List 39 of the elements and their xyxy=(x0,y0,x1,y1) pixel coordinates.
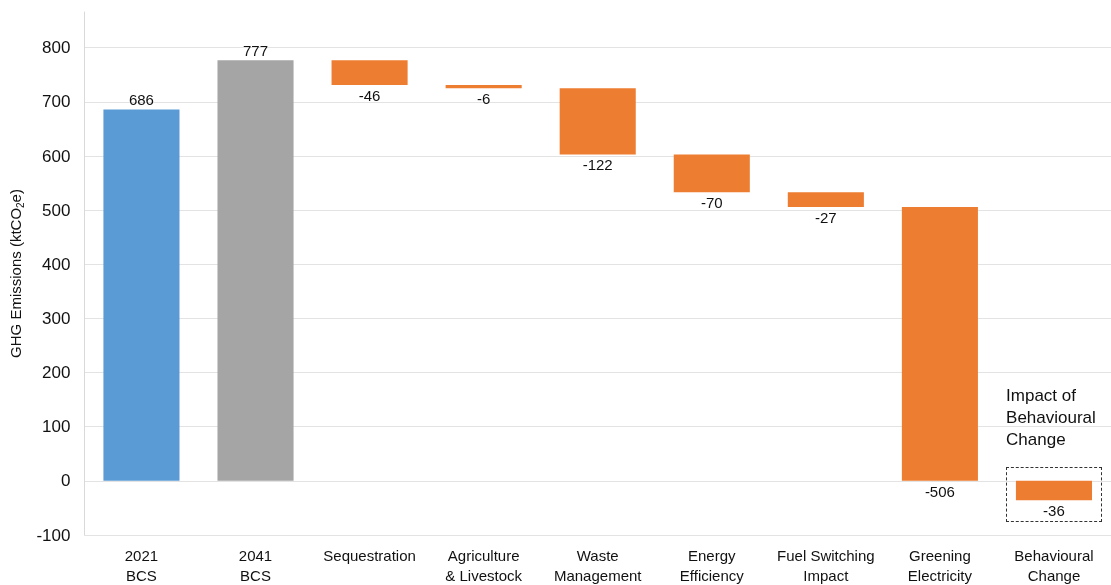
bar xyxy=(445,85,522,89)
y-tick-label: 700 xyxy=(42,92,71,112)
y-tick-label: 200 xyxy=(42,363,71,383)
data-label: -27 xyxy=(815,208,837,226)
x-tick-label: Energy Efficiency xyxy=(679,546,745,584)
x-tick-label: Behavioural Change xyxy=(1014,546,1094,584)
y-tick-label: 100 xyxy=(42,417,71,437)
bar xyxy=(103,109,180,481)
bar xyxy=(901,206,978,481)
data-label: -70 xyxy=(700,194,723,212)
y-tick-label: 800 xyxy=(42,38,71,58)
data-label: -6 xyxy=(476,90,491,108)
y-tick-label: 600 xyxy=(42,146,71,166)
bar xyxy=(331,60,408,86)
y-tick-label: 500 xyxy=(42,200,71,220)
y-tick-label: 300 xyxy=(42,308,71,328)
x-tick-label: Fuel Switching Impact xyxy=(777,546,875,584)
bar xyxy=(217,60,294,481)
x-tick-label: Greening Electricity xyxy=(907,546,973,584)
bar xyxy=(1015,480,1093,501)
y-tick-label: -100 xyxy=(36,525,71,545)
bar xyxy=(559,88,636,155)
y-tick-label: 0 xyxy=(60,471,71,491)
data-label: 777 xyxy=(243,42,269,60)
annotation: Impact of Behavioural Change xyxy=(1006,386,1096,450)
data-label: 686 xyxy=(128,91,154,109)
x-tick-label: Sequestration xyxy=(323,546,416,564)
bar xyxy=(673,154,750,193)
x-tick-label: 2041 BCS xyxy=(238,546,273,584)
y-axis-title: GHG Emissions (ktCO2e) xyxy=(7,189,26,358)
x-tick-label: Waste Management xyxy=(553,546,643,584)
data-label: -506 xyxy=(924,482,955,500)
bar xyxy=(787,192,864,207)
x-tick-label: Agriculture & Livestock xyxy=(445,546,523,584)
x-tick-label: 2021 BCS xyxy=(124,546,159,584)
data-label: -122 xyxy=(582,156,613,174)
y-tick-label: 400 xyxy=(42,254,71,274)
data-label: -46 xyxy=(358,87,381,105)
data-label: -36 xyxy=(1043,502,1065,520)
